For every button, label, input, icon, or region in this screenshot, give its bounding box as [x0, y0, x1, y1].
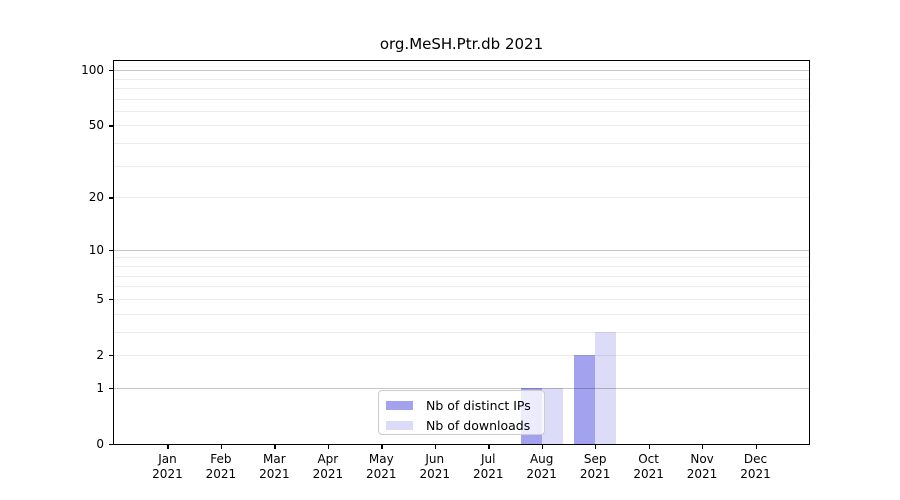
x-tick-label: Jun 2021 — [395, 452, 475, 482]
gridline-major — [114, 387, 809, 389]
x-tick-month: Dec — [743, 452, 768, 466]
x-tick-mark — [595, 445, 597, 449]
x-tick-label: Mar 2021 — [234, 452, 314, 482]
bar-distinct-ips-sep — [574, 354, 596, 444]
y-tick-mark — [109, 125, 113, 127]
x-tick-mark — [755, 445, 757, 449]
x-tick-month: Oct — [638, 452, 659, 466]
x-tick-year: 2021 — [472, 467, 504, 481]
y-tick-label: 5 — [96, 291, 104, 306]
x-tick-label: Nov 2021 — [662, 452, 742, 482]
x-tick-label: Feb 2021 — [181, 452, 261, 482]
gridline-major — [114, 70, 809, 72]
gridline-minor — [114, 165, 809, 167]
gridline-minor — [114, 265, 809, 267]
x-tick-month: Aug — [529, 452, 554, 466]
x-tick-month: Nov — [690, 452, 714, 466]
y-tick-label: 100 — [81, 63, 104, 78]
gridline-minor — [114, 143, 809, 145]
legend-swatch — [386, 400, 413, 410]
x-tick-year: 2021 — [205, 467, 237, 481]
y-tick-mark — [109, 354, 113, 357]
legend-label: Nb of downloads — [426, 417, 531, 433]
x-tick-label: Jan 2021 — [127, 452, 207, 482]
y-tick-mark — [109, 444, 113, 446]
x-tick-year: 2021 — [419, 467, 451, 481]
x-tick-year: 2021 — [740, 467, 771, 481]
x-tick-year: 2021 — [312, 467, 344, 481]
legend-swatch — [386, 420, 413, 430]
x-tick-year: 2021 — [686, 467, 718, 481]
legend-item: Nb of distinct IPs — [386, 395, 544, 415]
y-tick-mark — [109, 298, 113, 301]
gridline-minor — [114, 298, 809, 300]
x-tick-label: Dec 2021 — [716, 452, 796, 482]
gridline-minor — [114, 125, 809, 127]
x-tick-mark — [702, 445, 704, 449]
x-tick-mark — [434, 445, 437, 449]
x-tick-mark — [274, 445, 276, 449]
gridline-minor — [114, 78, 809, 80]
x-tick-year: 2021 — [633, 467, 664, 481]
gridline-major — [114, 249, 809, 251]
x-tick-mark — [648, 445, 650, 449]
x-tick-mark — [541, 445, 543, 449]
plot-area: Nb of distinct IPs Nb of downloads — [113, 60, 810, 445]
legend: Nb of distinct IPs Nb of downloads — [378, 390, 545, 435]
y-tick-label: 10 — [88, 242, 104, 257]
x-tick-label: Jul 2021 — [448, 452, 528, 482]
y-tick-mark — [109, 249, 113, 252]
y-tick-mark — [109, 70, 113, 72]
legend-item: Nb of downloads — [386, 415, 544, 435]
bar-downloads-aug — [541, 387, 563, 444]
gridline-minor — [114, 98, 809, 100]
y-tick-label: 20 — [88, 190, 104, 205]
x-tick-month: Jun — [425, 452, 445, 466]
x-tick-year: 2021 — [526, 467, 557, 481]
y-tick-mark — [109, 197, 113, 199]
gridline-minor — [114, 110, 809, 112]
x-tick-label: Sep 2021 — [555, 452, 635, 482]
x-tick-mark — [327, 445, 330, 449]
x-tick-month: Feb — [210, 452, 232, 466]
x-tick-year: 2021 — [152, 467, 183, 481]
x-tick-year: 2021 — [366, 467, 397, 481]
gridline-minor — [114, 331, 809, 333]
y-tick-label: 2 — [96, 347, 104, 362]
x-tick-mark — [488, 445, 490, 449]
x-tick-mark — [167, 445, 169, 449]
gridline-minor — [114, 87, 809, 89]
x-tick-year: 2021 — [579, 467, 611, 481]
x-tick-month: Apr — [317, 452, 339, 466]
legend-label: Nb of distinct IPs — [426, 397, 531, 413]
x-tick-month: Jan — [158, 452, 177, 466]
bar-downloads-sep — [595, 331, 617, 444]
x-tick-month: Mar — [263, 452, 286, 466]
x-tick-label: Apr 2021 — [288, 452, 368, 482]
x-tick-month: Jul — [480, 452, 496, 466]
gridline-minor — [114, 257, 809, 259]
y-tick-label: 50 — [88, 118, 104, 133]
y-tick-label: 1 — [96, 380, 104, 395]
chart-title: org.MeSH.Ptr.db 2021 — [379, 35, 544, 53]
x-tick-month: May — [368, 452, 394, 466]
gridline-minor — [114, 275, 809, 277]
y-tick-mark — [109, 387, 113, 390]
x-tick-mark — [381, 445, 383, 449]
gridline-minor — [114, 313, 809, 315]
x-tick-month: Sep — [583, 452, 607, 466]
x-tick-label: Aug 2021 — [502, 452, 582, 482]
gridline-minor — [114, 197, 809, 199]
x-tick-mark — [220, 445, 223, 449]
gridline-minor — [114, 286, 809, 288]
gridline-minor — [114, 354, 809, 356]
x-tick-label: May 2021 — [341, 452, 421, 482]
x-tick-year: 2021 — [259, 467, 290, 481]
x-tick-label: Oct 2021 — [609, 452, 689, 482]
y-tick-label: 0 — [96, 437, 104, 451]
